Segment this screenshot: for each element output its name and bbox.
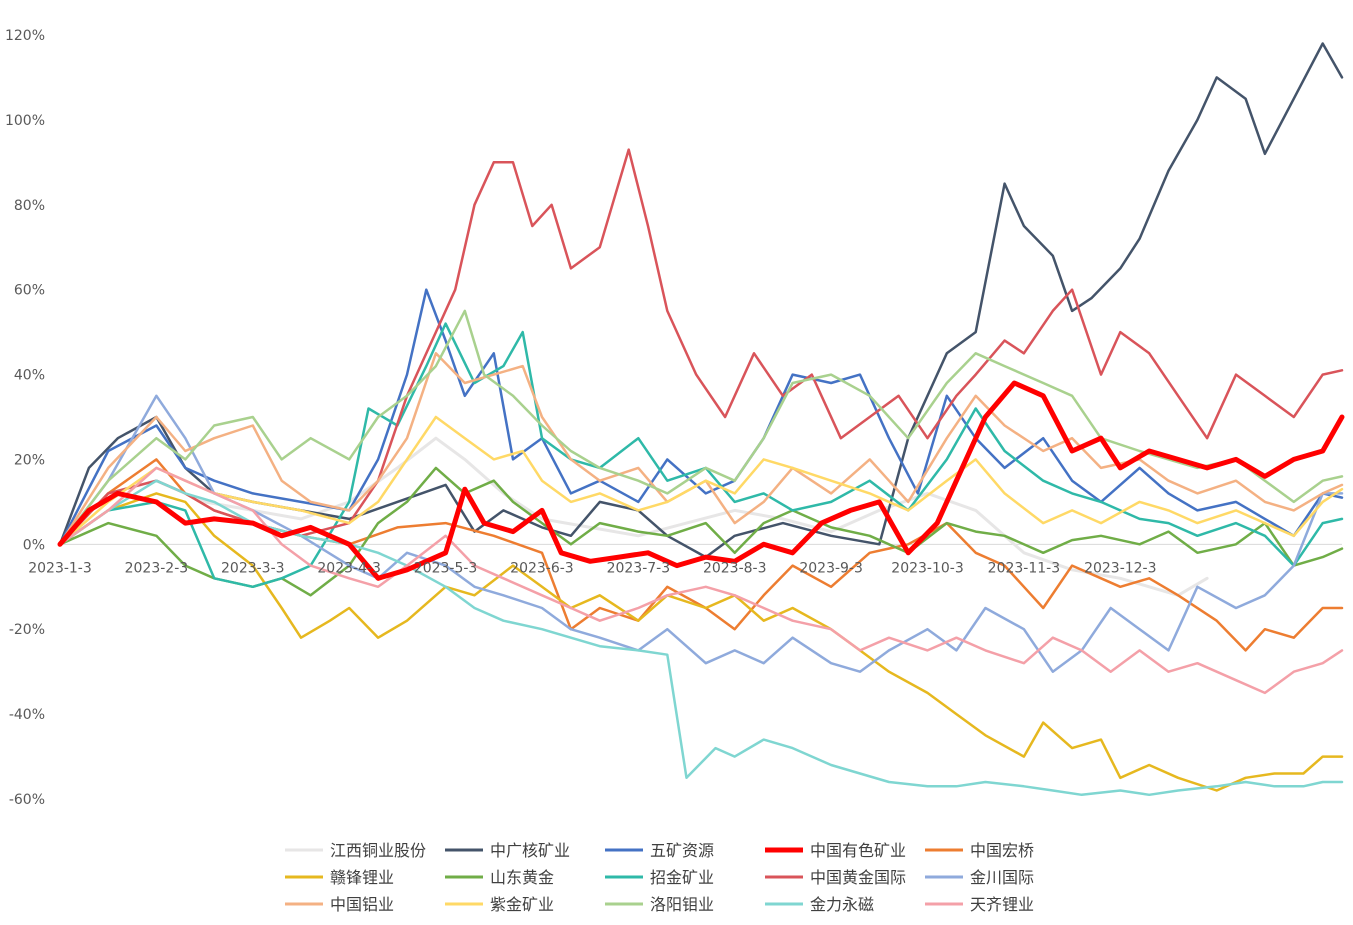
- series-line-8: [58, 394, 1344, 673]
- series-line-10: [58, 415, 1344, 546]
- legend-item: 天齐锂业: [925, 895, 1034, 914]
- legend-item: 中国宏桥: [925, 841, 1034, 860]
- legend-item: 中国有色矿业: [765, 841, 906, 860]
- legend-label: 五矿资源: [650, 841, 714, 860]
- y-tick-label: -60%: [9, 792, 45, 808]
- legend-label: 中国黄金国际: [810, 868, 906, 887]
- legend-label: 中国宏桥: [970, 841, 1034, 860]
- x-tick-label: 2023-10-3: [891, 560, 963, 576]
- legend-item: 中广核矿业: [445, 841, 570, 860]
- legend-label: 江西铜业股份: [330, 841, 426, 860]
- x-tick-label: 2023-4-3: [317, 560, 381, 576]
- y-tick-label: 20%: [14, 452, 45, 468]
- x-axis: 2023-1-3 2023-2-3 2023-3-3 2023-4-3 2023-5-3…: [28, 560, 1156, 576]
- x-tick-label: 2023-12-3: [1084, 560, 1156, 576]
- legend-label: 金力永磁: [810, 895, 874, 914]
- x-tick-label: 2023-3-3: [221, 560, 285, 576]
- legend-item: 招金矿业: [605, 868, 714, 887]
- legend-label: 招金矿业: [650, 868, 714, 887]
- y-tick-label: 0%: [23, 537, 45, 553]
- x-tick-label: 2023-11-3: [988, 560, 1060, 576]
- legend-item: 金力永磁: [765, 895, 874, 914]
- x-tick-label: 2023-7-3: [607, 560, 671, 576]
- series-line-14: [57, 380, 1345, 581]
- legend-item: 金川国际: [925, 868, 1034, 887]
- y-tick-label: 80%: [14, 198, 45, 214]
- legend-label: 洛阳钼业: [650, 895, 714, 914]
- legend-item: 洛阳钼业: [605, 895, 714, 914]
- x-tick-label: 2023-6-3: [510, 560, 574, 576]
- series-layer: [57, 42, 1345, 797]
- y-tick-label: 120%: [5, 28, 45, 44]
- x-tick-label: 2023-2-3: [125, 560, 189, 576]
- legend-item: 赣锋锂业: [285, 868, 394, 887]
- y-axis: 120% 100% 80% 60% 40% 20% 0% -20% -40% -60%: [5, 28, 45, 808]
- series-line-4: [58, 492, 1344, 792]
- x-tick-label: 2023-8-3: [703, 560, 767, 576]
- y-tick-label: -40%: [9, 707, 45, 723]
- legend-label: 中广核矿业: [490, 841, 570, 860]
- legend-label: 紫金矿业: [490, 895, 554, 914]
- series-line-12: [58, 479, 1344, 797]
- legend-label: 天齐锂业: [970, 895, 1034, 914]
- series-line-0: [58, 436, 1209, 597]
- y-tick-label: 100%: [5, 113, 45, 129]
- legend-label: 山东黄金: [490, 868, 554, 887]
- series-line-13: [58, 466, 1344, 695]
- series-line-5: [58, 466, 1344, 597]
- x-tick-label: 2023-9-3: [799, 560, 863, 576]
- series-line-1: [58, 42, 1344, 559]
- x-tick-label: 2023-5-3: [414, 560, 478, 576]
- y-tick-label: 40%: [14, 368, 45, 384]
- series-line-6: [58, 322, 1344, 589]
- y-tick-label: 60%: [14, 283, 45, 299]
- legend-label: 中国有色矿业: [810, 841, 906, 860]
- y-tick-label: -20%: [9, 622, 45, 638]
- legend-label: 中国铝业: [330, 895, 394, 914]
- legend-item: 江西铜业股份: [285, 841, 426, 860]
- series-line-7: [58, 148, 1344, 546]
- legend-item: 五矿资源: [605, 841, 714, 860]
- x-tick-label: 2023-1-3: [28, 560, 92, 576]
- legend-label: 赣锋锂业: [330, 868, 394, 887]
- legend-item: 中国黄金国际: [765, 868, 906, 887]
- legend-item: 中国铝业: [285, 895, 394, 914]
- legend-item: 山东黄金: [445, 868, 554, 887]
- legend-label: 金川国际: [970, 868, 1034, 887]
- legend-item: 紫金矿业: [445, 895, 554, 914]
